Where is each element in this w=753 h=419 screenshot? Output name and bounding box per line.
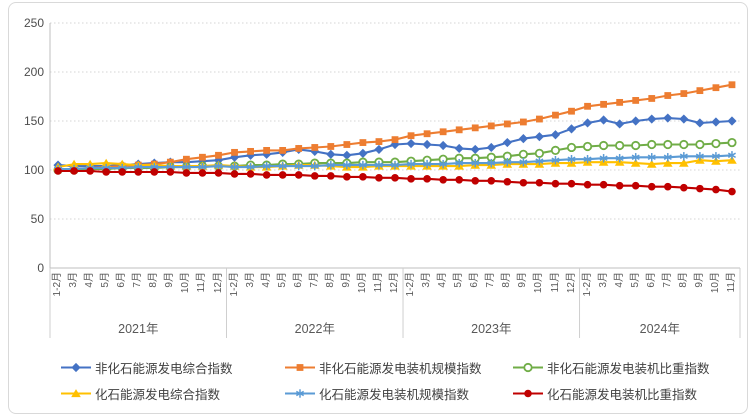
month-tick-label: 9月 <box>517 272 529 288</box>
month-tick-label: 6月 <box>469 272 481 288</box>
month-tick-label: 11月 <box>726 272 737 293</box>
month-tick-label: 3月 <box>244 272 256 288</box>
year-group-label: 2022年 <box>294 322 335 336</box>
legend-marker-circle-icon <box>513 389 543 398</box>
month-tick-label: 6月 <box>116 272 128 288</box>
month-tick-label: 10月 <box>356 272 368 294</box>
month-tick-label: 1-2月 <box>405 272 416 297</box>
legend-marker-triangle-icon <box>61 389 91 398</box>
y-axis-tick-label: 0 <box>37 261 44 275</box>
legend-label: 非化石能源发电综合指数 <box>95 362 233 376</box>
month-tick-label: 10月 <box>180 272 192 294</box>
month-tick-label: 1-2月 <box>581 272 593 297</box>
legend-label: 非化石能源发电装机规模指数 <box>319 362 482 376</box>
legend-label: 化石能源发电装机比重指数 <box>547 388 698 402</box>
month-tick-label: 12月 <box>212 272 224 294</box>
month-tick-label: 6月 <box>645 272 657 288</box>
month-tick-label: 10月 <box>709 272 721 294</box>
legend-item: 非化石能源发电综合指数 <box>61 360 233 376</box>
legend-marker-asterisk-icon <box>285 389 315 398</box>
legend-label: 化石能源发电装机规模指数 <box>319 388 470 402</box>
month-tick-label: 4月 <box>84 272 96 288</box>
month-tick-label: 5月 <box>276 272 288 288</box>
month-tick-label: 3月 <box>68 272 80 288</box>
month-tick-label: 4月 <box>260 272 272 288</box>
y-axis-tick-label: 150 <box>23 114 44 128</box>
legend-item: 化石能源发电综合指数 <box>61 386 221 402</box>
legend-marker-square-icon <box>285 364 315 371</box>
month-tick-label: 9月 <box>340 272 352 288</box>
year-group-label: 2024年 <box>639 322 680 336</box>
legend-marker-circle-open-icon <box>513 362 543 373</box>
month-tick-label: 1-2月 <box>52 272 63 297</box>
y-axis-tick-label: 200 <box>23 65 44 79</box>
legend-item: 化石能源发电装机规模指数 <box>285 386 470 402</box>
month-tick-label: 9月 <box>693 272 705 288</box>
month-tick-label: 8月 <box>677 272 689 288</box>
legend-label: 非化石能源发电装机比重指数 <box>547 362 710 376</box>
month-tick-label: 9月 <box>164 272 176 288</box>
month-tick-label: 8月 <box>324 272 336 288</box>
chart-card <box>8 2 748 414</box>
month-tick-label: 4月 <box>613 272 625 288</box>
month-tick-label: 11月 <box>373 272 384 293</box>
month-tick-label: 7月 <box>308 272 320 288</box>
month-tick-label: 8月 <box>501 272 513 288</box>
month-tick-label: 11月 <box>196 272 208 293</box>
year-group-label: 2023年 <box>471 322 512 336</box>
month-tick-label: 3月 <box>597 272 609 288</box>
legend-item: 非化石能源发电装机规模指数 <box>285 360 482 376</box>
series-5-line <box>54 167 736 196</box>
month-tick-label: 10月 <box>533 272 545 294</box>
y-axis-tick-label: 50 <box>30 212 44 226</box>
month-tick-label: 7月 <box>132 272 144 288</box>
legend-item: 非化石能源发电装机比重指数 <box>513 360 710 376</box>
month-tick-label: 12月 <box>565 272 577 294</box>
month-tick-label: 5月 <box>629 272 641 288</box>
year-group-label: 2021年 <box>118 322 159 336</box>
month-tick-label: 11月 <box>549 272 561 293</box>
y-axis-tick-label: 250 <box>23 16 44 30</box>
month-tick-label: 1-2月 <box>228 272 240 297</box>
month-tick-label: 12月 <box>389 272 400 294</box>
month-tick-label: 6月 <box>292 272 304 288</box>
month-tick-label: 7月 <box>485 272 497 288</box>
legend-item: 化石能源发电装机比重指数 <box>513 386 698 402</box>
y-axis-tick-label: 100 <box>23 163 44 177</box>
month-tick-label: 7月 <box>661 272 673 288</box>
month-tick-label: 5月 <box>453 272 465 288</box>
legend-marker-diamond-icon <box>61 362 91 373</box>
month-tick-label: 5月 <box>100 272 112 288</box>
legend-label: 化石能源发电综合指数 <box>95 388 221 402</box>
month-tick-label: 8月 <box>148 272 160 288</box>
month-tick-label: 3月 <box>421 272 433 288</box>
month-tick-label: 4月 <box>437 272 449 288</box>
